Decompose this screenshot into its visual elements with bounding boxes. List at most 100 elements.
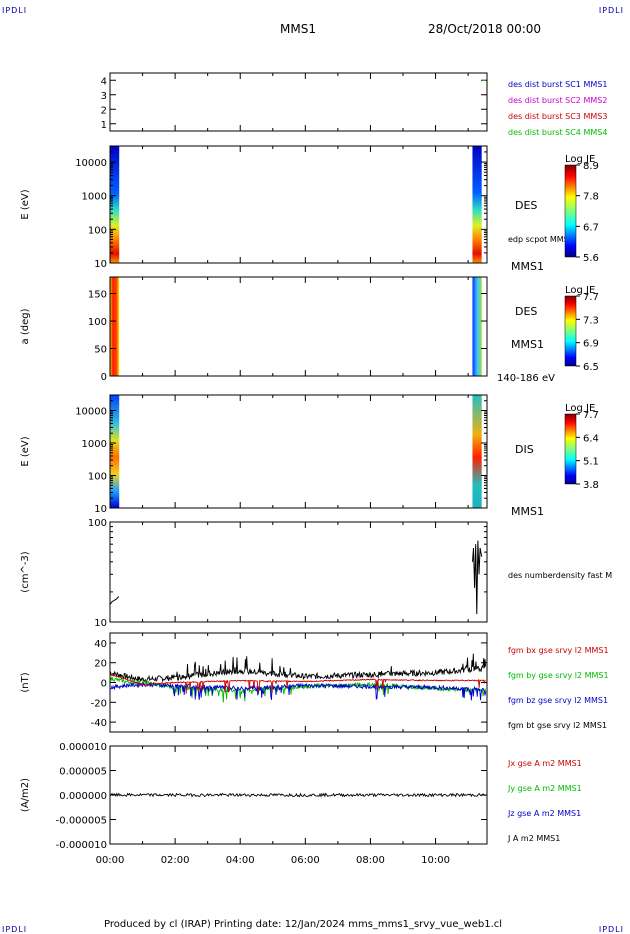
spectrogram-block	[472, 146, 482, 263]
density-trace	[109, 596, 120, 605]
legend-entry: des dist burst SC3 MMS3	[508, 112, 607, 121]
colorbar-title: Log JE	[565, 403, 595, 414]
spectrogram-block	[110, 277, 120, 376]
legend-entry: Jz gse A m2 MMS1	[507, 809, 581, 818]
colorbar-tick-label: 6.5	[583, 362, 599, 373]
panel-frame	[109, 276, 488, 377]
panel-frame	[109, 521, 488, 623]
colorbar	[564, 295, 577, 367]
colorbar-tick-label: 7.7	[583, 292, 599, 303]
y-tick-label: 10000	[75, 407, 107, 418]
colorbar-title: Log JE	[565, 154, 595, 165]
y-tick-label: 50	[94, 345, 107, 356]
legend-entry: des numberdensity fast M	[508, 571, 612, 580]
colorbar	[564, 164, 577, 258]
y-tick-label: 0.000010	[59, 742, 107, 753]
y-tick-label: 0.000005	[59, 767, 107, 778]
corner-tag-top-left: IPDLI	[2, 6, 28, 15]
legend-entry: Jy gse A m2 MMS1	[507, 784, 582, 793]
spectrogram-block	[472, 277, 482, 376]
y-axis-label: E (eV)	[20, 436, 31, 466]
corner-tag-bottom-right: IPDLI	[598, 925, 624, 934]
legend-entry: fgm bz gse srvy l2 MMS1	[508, 696, 608, 705]
y-tick-label: -0.000005	[56, 816, 107, 827]
y-tick-label: -20	[91, 698, 107, 709]
y-tick-label: 3	[101, 91, 107, 102]
y-tick-label: 10000	[75, 158, 107, 169]
colorbar-tick-label: 6.9	[583, 339, 599, 350]
legend-entry: fgm by gse srvy l2 MMS1	[508, 671, 609, 680]
y-tick-label: -40	[91, 718, 107, 729]
spectrogram-block	[110, 146, 120, 263]
colorbar-tick-label: 5.1	[583, 457, 599, 468]
y-tick-label: 4	[101, 76, 107, 87]
y-axis-label: (nT)	[20, 672, 31, 692]
x-tick-label: 00:00	[96, 855, 125, 866]
y-tick-label: 100	[88, 518, 107, 529]
instrument-label: DES	[515, 199, 537, 212]
y-axis-label: E (eV)	[20, 189, 31, 219]
y-tick-label: 100	[88, 317, 107, 328]
density-trace	[472, 540, 483, 615]
panel-frame	[109, 394, 488, 509]
y-tick-label: 1000	[82, 439, 107, 450]
colorbar-tick-label: 6.7	[583, 222, 599, 233]
y-tick-label: 2	[101, 105, 107, 116]
colorbar-tick-label: 8.9	[583, 161, 599, 172]
x-tick-label: 10:00	[421, 855, 450, 866]
y-tick-label: 150	[88, 290, 107, 301]
footer-credit: Produced by cl (IRAP) Printing date: 12/…	[104, 919, 503, 930]
y-tick-label: 0.000000	[59, 791, 107, 802]
current-trace	[109, 792, 487, 798]
y-tick-label: 10	[94, 618, 107, 629]
colorbar-tick-label: 3.8	[583, 480, 599, 491]
y-tick-label: 0	[101, 679, 107, 690]
fgm-trace	[109, 674, 486, 694]
spectrogram-block	[110, 395, 120, 508]
colorbar-tick-label: 7.8	[583, 192, 599, 203]
legend-entry: J A m2 MMS1	[507, 834, 560, 843]
legend-entry: fgm bx gse srvy l2 MMS1	[508, 646, 609, 655]
legend-entry: des dist burst SC4 MMS4	[508, 128, 607, 137]
y-tick-label: 1	[101, 120, 107, 131]
date-title: 28/Oct/2018 00:00	[428, 22, 542, 36]
y-tick-label: 20	[94, 659, 107, 670]
y-tick-label: 10	[94, 259, 107, 270]
extra-label: edp scpot MMS1	[508, 235, 574, 244]
spacecraft-title: MMS1	[280, 22, 316, 36]
y-tick-label: -0.000010	[56, 840, 107, 851]
energy-range-label: 140-186 eV	[497, 373, 555, 384]
legend-entry: des dist burst SC2 MMS2	[508, 96, 607, 105]
corner-tag-top-right: IPDLI	[598, 6, 624, 15]
x-tick-label: 02:00	[161, 855, 190, 866]
panel-frame	[109, 145, 488, 264]
instrument-label: DES	[515, 305, 537, 318]
colorbar	[564, 413, 577, 485]
colorbar-title: Log JE	[565, 285, 595, 296]
corner-tag-bottom-left: IPDLI	[2, 925, 28, 934]
colorbar-tick-label: 7.7	[583, 410, 599, 421]
y-tick-label: 10	[94, 504, 107, 515]
y-tick-label: 100	[88, 225, 107, 236]
y-axis-label: a (deg)	[20, 308, 31, 344]
y-tick-label: 1000	[82, 192, 107, 203]
x-tick-label: 06:00	[291, 855, 320, 866]
y-axis-label: (cm^-3)	[20, 551, 31, 592]
y-tick-label: 40	[94, 639, 107, 650]
spacecraft-label: MMS1	[511, 505, 544, 518]
legend-entry: Jx gse A m2 MMS1	[507, 759, 582, 768]
panel-frame	[109, 72, 488, 132]
colorbar-tick-label: 7.3	[583, 315, 599, 326]
spectrogram-block	[472, 395, 482, 508]
colorbar-tick-label: 5.6	[583, 253, 599, 264]
spacecraft-label: MMS1	[511, 260, 544, 273]
colorbar-tick-label: 6.4	[583, 433, 599, 444]
y-tick-label: 100	[88, 472, 107, 483]
x-tick-label: 04:00	[226, 855, 255, 866]
x-tick-label: 08:00	[356, 855, 385, 866]
fgm-trace	[109, 653, 487, 683]
legend-entry: des dist burst SC1 MMS1	[508, 80, 607, 89]
legend-entry: fgm bt gse srvy l2 MMS1	[508, 721, 607, 730]
y-axis-label: (A/m2)	[20, 778, 31, 812]
